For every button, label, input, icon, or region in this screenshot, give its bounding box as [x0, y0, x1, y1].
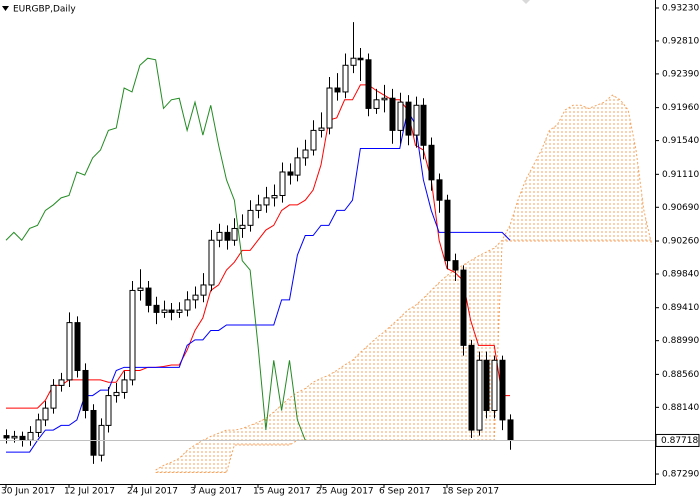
candle-body — [192, 294, 199, 301]
candle-body — [476, 359, 483, 431]
candle-body — [326, 87, 333, 129]
candle-body — [153, 304, 160, 313]
candle-body — [444, 199, 451, 262]
candle-body — [168, 309, 175, 313]
candle-body — [452, 260, 459, 271]
x-tick-label: 24 Jul 2017 — [127, 487, 178, 497]
y-tick-label: 0.91960 — [662, 103, 699, 113]
candle-body — [334, 87, 341, 93]
candle-body — [271, 195, 278, 199]
y-tick-label: 0.91540 — [662, 136, 699, 146]
candle-body — [491, 359, 498, 411]
candle-body — [239, 224, 246, 229]
candle-body — [176, 309, 183, 313]
candle-body — [507, 419, 514, 441]
candle-body — [74, 322, 81, 371]
y-tick-label: 0.87290 — [662, 470, 699, 480]
candle-body — [397, 101, 404, 131]
chart-title: EURGBP,Daily — [13, 5, 76, 15]
candle-body — [3, 435, 10, 439]
cloud-fill — [155, 95, 652, 473]
x-tick-label: 15 Aug 2017 — [253, 487, 311, 497]
candle-body — [50, 384, 57, 409]
candle-body — [499, 359, 506, 421]
scroll-marker — [522, 0, 530, 4]
y-tick-label: 0.88560 — [662, 370, 699, 380]
y-tick-label: 0.93230 — [662, 4, 699, 14]
candle-body — [318, 127, 325, 131]
candle-body — [90, 409, 97, 456]
candle-body — [11, 435, 18, 439]
indicator-line — [6, 84, 510, 409]
candle-body — [468, 344, 475, 431]
candle-body — [35, 419, 42, 433]
y-tick-label: 0.90260 — [662, 237, 699, 247]
y-tick-label: 0.88990 — [662, 336, 699, 346]
candle-body — [350, 57, 357, 66]
y-tick-label: 0.92390 — [662, 69, 699, 79]
candle-body — [436, 179, 443, 201]
candle-body — [66, 322, 73, 381]
x-tick-label: 12 Jul 2017 — [64, 487, 115, 497]
candle-body — [310, 129, 317, 151]
candle-body — [105, 395, 112, 426]
y-tick-label: 0.89840 — [662, 269, 699, 279]
candle-body — [27, 431, 34, 441]
plot-area — [0, 22, 655, 473]
candle-body — [161, 309, 168, 313]
candle-body — [255, 204, 262, 211]
y-tick-label: 0.90690 — [662, 203, 699, 213]
menu-icon[interactable] — [2, 6, 9, 11]
candle-body — [287, 171, 294, 176]
candle-body — [224, 231, 231, 241]
candle-body — [216, 231, 223, 241]
indicator-line — [6, 108, 511, 453]
candle-body — [58, 379, 65, 386]
candle-body — [121, 379, 128, 393]
candle-body — [263, 197, 270, 206]
candle-body — [381, 97, 388, 101]
indicator-line — [5, 57, 306, 441]
candle-body — [420, 104, 427, 146]
candle-body — [389, 97, 396, 131]
candle-body — [279, 171, 286, 197]
candle-body — [302, 149, 309, 159]
x-tick-label: 30 Jun 2017 — [1, 487, 55, 497]
y-tick-label: 0.89410 — [662, 303, 699, 313]
x-tick-label: 3 Aug 2017 — [190, 487, 242, 497]
candle-body — [483, 359, 490, 411]
candle-body — [413, 104, 420, 136]
candle-body — [460, 269, 467, 346]
current-price-label: 0.87718 — [661, 436, 698, 446]
candle-body — [42, 407, 49, 421]
candle-body — [200, 284, 207, 296]
candle-body — [129, 289, 136, 381]
candle-body — [184, 299, 191, 311]
y-tick-label: 0.92810 — [662, 36, 699, 46]
candle-body — [365, 59, 372, 109]
candle-body — [137, 287, 144, 291]
candle-body — [342, 64, 349, 93]
candle-body — [113, 391, 120, 397]
candle-body — [145, 287, 152, 306]
y-tick-label: 0.91110 — [662, 170, 699, 180]
y-tick-label: 0.88140 — [662, 403, 699, 413]
candle-body — [373, 99, 380, 109]
candle-body — [428, 144, 435, 181]
x-tick-label: 25 Aug 2017 — [316, 487, 374, 497]
candle-body — [357, 57, 364, 61]
candle-body — [231, 227, 238, 241]
current-price-box — [655, 433, 700, 447]
candle-body — [82, 369, 89, 411]
candle-body — [247, 209, 254, 226]
candle-body — [405, 101, 412, 136]
cloud-span-a — [155, 94, 653, 471]
candle-body — [19, 435, 26, 441]
x-tick-label: 6 Sep 2017 — [379, 487, 430, 497]
x-tick-label: 18 Sep 2017 — [442, 487, 499, 497]
candle-body — [208, 239, 215, 286]
candle-body — [294, 157, 301, 176]
